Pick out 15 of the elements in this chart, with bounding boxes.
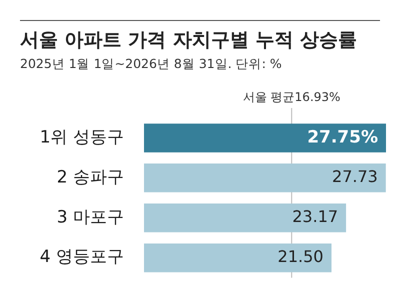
bar <box>144 243 332 272</box>
chart-title: 서울 아파트 가격 자치구별 누적 상승률 <box>20 28 358 53</box>
y-tick-label: 3 마포구 <box>56 207 124 228</box>
data-label: 23.17 <box>292 207 338 226</box>
bar <box>144 203 346 232</box>
y-tick-label: 4 영등포구 <box>40 247 124 268</box>
data-label: 27.73 <box>332 167 378 186</box>
y-tick-label: 2 송파구 <box>56 167 124 188</box>
y-tick-label: 1위 성동구 <box>40 127 124 148</box>
bar <box>144 124 386 152</box>
bar <box>144 164 386 192</box>
data-label: 27.75% <box>307 127 378 148</box>
data-label: 21.50 <box>278 246 324 266</box>
chart-subtitle: 2025년 1월 1일~2026년 8월 31일. 단위: % <box>20 56 282 73</box>
ref-line-label: 서울 평균16.93% <box>242 90 340 104</box>
